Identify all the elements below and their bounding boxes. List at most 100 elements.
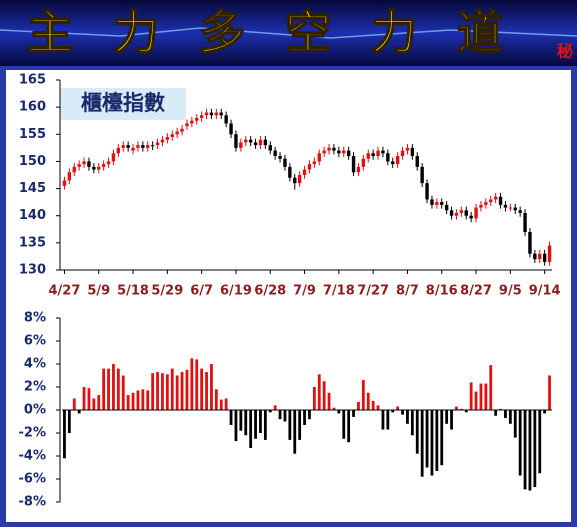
bar bbox=[146, 390, 150, 410]
bar bbox=[494, 410, 498, 416]
bar bbox=[352, 410, 355, 417]
candle-body bbox=[248, 139, 253, 143]
bar bbox=[190, 358, 194, 410]
candle-body bbox=[155, 142, 160, 146]
bar bbox=[156, 372, 159, 410]
y-tick-label: 8% bbox=[24, 311, 46, 326]
bar bbox=[259, 410, 262, 433]
candle-body bbox=[101, 164, 106, 167]
candle-body bbox=[464, 210, 468, 216]
candle-body bbox=[239, 142, 243, 148]
bar bbox=[464, 410, 468, 413]
candle-body bbox=[381, 150, 385, 154]
bar bbox=[185, 369, 189, 410]
bar bbox=[249, 410, 253, 448]
bar bbox=[273, 405, 277, 410]
candle-body bbox=[82, 161, 86, 165]
candle-body bbox=[528, 232, 532, 254]
bar bbox=[77, 410, 81, 414]
bar bbox=[474, 391, 478, 410]
candle-body bbox=[288, 166, 292, 178]
candle-body bbox=[538, 253, 542, 260]
bar bbox=[435, 410, 439, 471]
bar bbox=[361, 380, 365, 410]
candle-body bbox=[199, 115, 204, 118]
bar bbox=[518, 410, 522, 476]
candle-body bbox=[244, 139, 248, 143]
candle-body bbox=[297, 175, 302, 184]
y-tick-label: 160 bbox=[19, 100, 46, 115]
bar bbox=[214, 389, 218, 410]
candle-body bbox=[160, 139, 165, 143]
x-tick-label: 8/7 bbox=[396, 284, 419, 299]
candle-body bbox=[180, 128, 184, 132]
bar bbox=[543, 410, 547, 414]
bar bbox=[107, 368, 110, 410]
candle-body bbox=[498, 196, 503, 205]
bar bbox=[116, 368, 120, 410]
candle-body bbox=[150, 145, 155, 147]
candle-body bbox=[444, 204, 449, 211]
bar bbox=[121, 375, 125, 410]
candle-body bbox=[77, 164, 81, 167]
banner-title: 主力多空力道 bbox=[27, 6, 543, 60]
candle-body bbox=[518, 210, 522, 213]
y-tick-label: -8% bbox=[19, 495, 46, 510]
bar bbox=[528, 410, 532, 491]
bar bbox=[195, 359, 199, 410]
candle-body bbox=[523, 213, 527, 232]
bar bbox=[366, 392, 370, 410]
candle-body bbox=[440, 202, 444, 205]
candle-body bbox=[533, 253, 537, 260]
bar bbox=[538, 410, 542, 474]
bar bbox=[97, 395, 101, 410]
bar bbox=[513, 410, 517, 438]
bar bbox=[342, 410, 346, 439]
bar bbox=[425, 410, 429, 468]
candle-body bbox=[425, 183, 429, 200]
bar bbox=[450, 410, 453, 430]
candle-body bbox=[454, 213, 459, 216]
bar bbox=[63, 410, 66, 459]
candle-body bbox=[121, 145, 125, 148]
candle-body bbox=[503, 204, 508, 208]
bar bbox=[484, 383, 488, 410]
bar bbox=[376, 405, 380, 410]
candle-body bbox=[258, 139, 263, 146]
bar bbox=[239, 410, 243, 431]
bar bbox=[391, 410, 395, 413]
bar bbox=[200, 368, 204, 410]
bar bbox=[72, 398, 76, 410]
bar bbox=[288, 410, 292, 440]
candle-body bbox=[268, 145, 272, 151]
candle-body bbox=[185, 123, 189, 127]
bar bbox=[303, 410, 306, 425]
x-tick-label: 6/19 bbox=[220, 284, 252, 299]
bar bbox=[317, 374, 321, 410]
candle-body bbox=[322, 150, 326, 154]
lightning bbox=[0, 27, 577, 39]
bar bbox=[278, 410, 282, 420]
x-tick-label: 9/14 bbox=[529, 284, 561, 299]
bar bbox=[234, 410, 238, 442]
candle-body bbox=[351, 156, 356, 173]
candle-body bbox=[361, 158, 366, 167]
candle-body bbox=[253, 142, 258, 146]
bar bbox=[175, 375, 179, 410]
candle-body bbox=[263, 139, 268, 146]
bar bbox=[381, 410, 385, 430]
bar bbox=[229, 410, 233, 425]
bar bbox=[151, 373, 155, 410]
candle-body bbox=[395, 156, 400, 165]
y-tick-label: 155 bbox=[19, 127, 46, 142]
bar bbox=[244, 410, 248, 436]
candle-body bbox=[317, 153, 321, 162]
bar bbox=[357, 401, 360, 410]
bar bbox=[219, 399, 223, 410]
candle-body bbox=[508, 207, 513, 209]
y-tick-label: 135 bbox=[19, 235, 46, 250]
candle-body bbox=[356, 166, 361, 173]
candle-body bbox=[342, 150, 346, 154]
candle-body bbox=[430, 199, 434, 205]
